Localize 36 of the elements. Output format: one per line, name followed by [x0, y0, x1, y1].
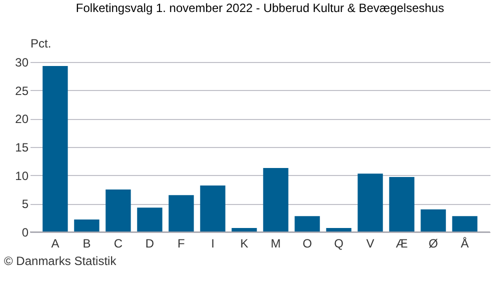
chart-title: Folketingsvalg 1. november 2022 - Ubberud Kultur & Bevægelseshus — [76, 1, 444, 15]
x-tick-label: Ø — [428, 236, 438, 250]
y-axis-title: Pct. — [30, 36, 52, 50]
bar — [200, 186, 226, 232]
bar — [168, 195, 194, 232]
x-tick-label: I — [211, 236, 214, 250]
bar — [452, 216, 478, 232]
y-tick-label: 25 — [15, 84, 29, 98]
x-tick-label: Q — [334, 236, 344, 250]
y-tick-label: 15 — [15, 140, 29, 154]
x-tick-label: A — [51, 236, 60, 250]
bar — [294, 216, 320, 232]
x-tick-label: D — [145, 236, 154, 250]
y-tick-label: 20 — [15, 112, 29, 126]
x-tick-label: K — [240, 236, 248, 250]
x-tick-label: Å — [460, 236, 469, 250]
x-tick-label: F — [178, 236, 185, 250]
bar — [263, 168, 288, 232]
y-tick-label: 30 — [15, 56, 29, 70]
bar — [42, 66, 68, 232]
y-tick-label: 0 — [22, 226, 29, 240]
bar — [358, 174, 383, 232]
x-tick-label: B — [82, 236, 91, 250]
bar — [420, 209, 446, 232]
text: © Danmarks Statistik — [4, 254, 118, 268]
x-tick-label: Æ — [396, 236, 408, 250]
x-tick-label: C — [114, 236, 123, 250]
x-tick-label: O — [302, 236, 312, 250]
y-tick-label: 10 — [15, 168, 29, 183]
bar — [74, 220, 100, 232]
x-tick-label: M — [270, 236, 281, 250]
y-tick-label: 5 — [22, 197, 29, 212]
bar — [389, 177, 414, 232]
bar — [137, 208, 162, 232]
bar — [106, 190, 131, 232]
x-tick-label: V — [366, 236, 374, 250]
